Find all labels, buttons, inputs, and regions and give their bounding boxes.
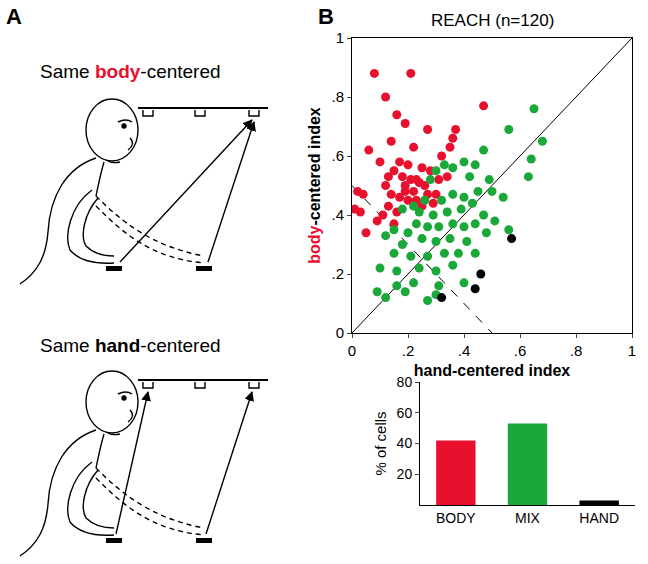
svg-text:Same body-centered: Same body-centered: [40, 61, 221, 82]
svg-text:.8: .8: [331, 88, 344, 105]
svg-text:80: 80: [397, 374, 413, 390]
svg-text:1: 1: [336, 29, 344, 46]
svg-text:0: 0: [348, 342, 356, 359]
svg-text:.2: .2: [402, 342, 415, 359]
svg-text:A: A: [6, 4, 22, 29]
svg-text:.6: .6: [331, 147, 344, 164]
svg-text:.4: .4: [458, 342, 471, 359]
svg-text:body-centered index: body-centered index: [306, 107, 323, 264]
svg-text:% of cells: % of cells: [372, 411, 389, 475]
svg-text:1: 1: [628, 342, 636, 359]
svg-text:REACH (n=120): REACH (n=120): [431, 11, 554, 30]
svg-text:Same hand-centered: Same hand-centered: [40, 335, 221, 356]
svg-text:.4: .4: [331, 206, 344, 223]
svg-text:40: 40: [397, 435, 413, 451]
svg-text:.6: .6: [514, 342, 527, 359]
svg-text:0: 0: [336, 324, 344, 341]
svg-text:20: 20: [397, 466, 413, 482]
svg-text:hand-centered index: hand-centered index: [414, 362, 571, 379]
svg-text:HAND: HAND: [579, 510, 619, 526]
svg-text:MIX: MIX: [515, 510, 541, 526]
svg-text:.8: .8: [570, 342, 583, 359]
svg-text:BODY: BODY: [436, 510, 476, 526]
svg-text:.2: .2: [331, 265, 344, 282]
svg-text:60: 60: [397, 405, 413, 421]
svg-text:B: B: [318, 4, 334, 29]
